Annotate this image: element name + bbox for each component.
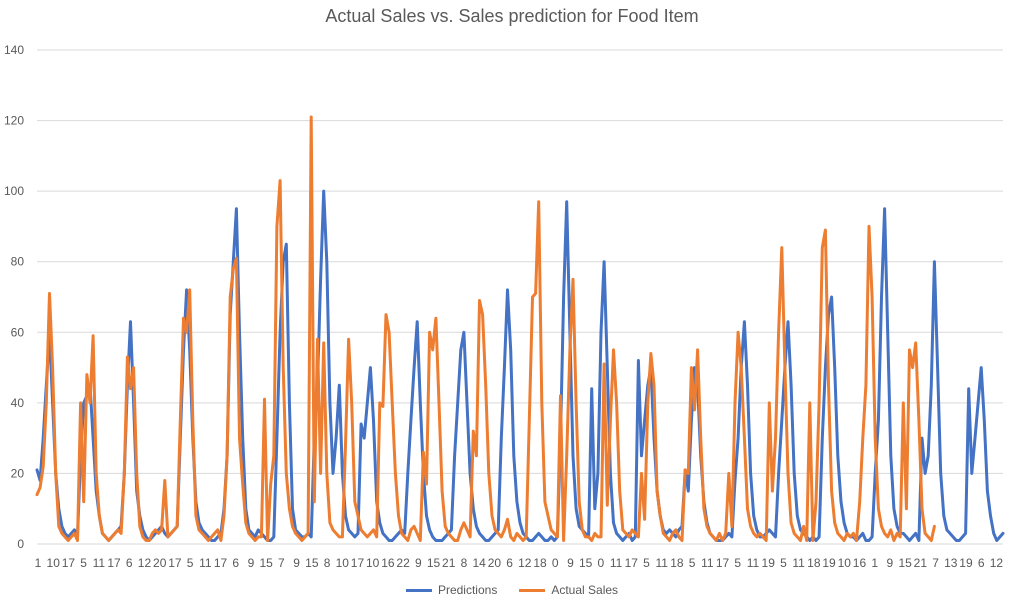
series-line-predictions <box>35 189 1005 542</box>
x-tick-label: 7 <box>278 556 285 570</box>
series-lines <box>35 115 1005 542</box>
legend-item-predictions: Predictions <box>405 583 498 597</box>
x-tick-label: 11 <box>655 556 668 570</box>
x-tick-label: 5 <box>187 556 194 570</box>
x-tick-label: 9 <box>415 556 422 570</box>
x-tick-label: 7 <box>932 556 939 570</box>
x-tick-label: 0 <box>552 556 559 570</box>
x-tick-label: 6 <box>232 556 239 570</box>
x-tick-label: 21 <box>914 556 928 570</box>
x-tick-label: 10 <box>838 556 852 570</box>
x-tick-label: 6 <box>506 556 513 570</box>
y-tick-label-0: 0 <box>17 537 24 551</box>
x-tick-label: 12 <box>990 556 1004 570</box>
x-tick-label: 19 <box>822 556 836 570</box>
y-tick-label-140: 140 <box>4 43 24 57</box>
x-tick-label: 17 <box>62 556 76 570</box>
x-tick-label: 5 <box>80 556 87 570</box>
x-tick-label: 6 <box>978 556 985 570</box>
legend-item-actual-sales: Actual Sales <box>519 583 618 597</box>
x-tick-label: 11 <box>792 556 805 570</box>
x-tick-label: 5 <box>734 556 741 570</box>
x-tick-label: 17 <box>168 556 182 570</box>
x-tick-label: 10 <box>336 556 350 570</box>
x-tick-label: 18 <box>670 556 684 570</box>
x-tick-label: 5 <box>643 556 650 570</box>
x-tick-label: 0 <box>598 556 605 570</box>
x-tick-label: 15 <box>427 556 441 570</box>
x-tick-label: 14 <box>472 556 486 570</box>
x-tick-label: 11 <box>747 556 760 570</box>
legend-swatch-predictions <box>405 588 432 592</box>
y-tick-label-80: 80 <box>11 255 25 269</box>
x-tick-label: 21 <box>442 556 456 570</box>
x-tick-label: 9 <box>567 556 574 570</box>
x-tick-label: 17 <box>107 556 121 570</box>
x-tick-label: 11 <box>93 556 106 570</box>
x-tick-label: 11 <box>610 556 623 570</box>
x-tick-label: 6 <box>126 556 133 570</box>
x-tick-label: 1 <box>871 556 878 570</box>
x-tick-label: 11 <box>701 556 714 570</box>
x-tick-label: 10 <box>366 556 380 570</box>
x-tick-label: 22 <box>396 556 410 570</box>
x-tick-label: 17 <box>351 556 365 570</box>
x-tick-label: 5 <box>780 556 787 570</box>
x-tick-label: 20 <box>488 556 502 570</box>
x-tick-label: 8 <box>324 556 331 570</box>
chart-title: Actual Sales vs. Sales prediction for Fo… <box>325 6 699 26</box>
x-tick-label: 17 <box>716 556 730 570</box>
x-tick-label: 20 <box>153 556 167 570</box>
y-tick-label-120: 120 <box>4 114 24 128</box>
x-tick-label: 9 <box>248 556 255 570</box>
gridlines <box>37 49 1003 545</box>
y-tick-label-60: 60 <box>11 325 25 339</box>
legend-label-actual-sales: Actual Sales <box>551 583 619 597</box>
x-tick-label: 9 <box>887 556 894 570</box>
x-tick-label: 9 <box>293 556 300 570</box>
x-tick-label: 15 <box>579 556 593 570</box>
x-tick-label: 11 <box>199 556 212 570</box>
x-tick-label: 17 <box>625 556 639 570</box>
x-axis-tick-labels: 1 10 17 5 11 17 6 12 20 17 5 11 17 6 9 15 7 9 15 8 10 17 10 16 2… <box>35 556 1004 570</box>
y-tick-label-40: 40 <box>11 396 25 410</box>
x-tick-label: 5 <box>689 556 696 570</box>
x-tick-label: 15 <box>305 556 319 570</box>
x-tick-label: 16 <box>381 556 395 570</box>
x-tick-label: 8 <box>461 556 468 570</box>
y-axis-tick-labels: 0 20 40 60 80 100 120 140 <box>4 43 24 551</box>
x-tick-label: 16 <box>853 556 867 570</box>
legend: Predictions Actual Sales <box>0 583 1024 597</box>
y-tick-label-100: 100 <box>4 184 24 198</box>
legend-label-predictions: Predictions <box>437 583 498 597</box>
x-tick-label: 12 <box>138 556 152 570</box>
x-tick-label: 19 <box>959 556 973 570</box>
legend-swatch-actual-sales <box>519 588 546 592</box>
y-tick-label-20: 20 <box>11 466 25 480</box>
x-tick-label: 1 <box>35 556 42 570</box>
x-tick-label: 15 <box>898 556 912 570</box>
series-line-actual-sales <box>35 115 936 542</box>
x-tick-label: 17 <box>214 556 228 570</box>
x-tick-label: 15 <box>260 556 274 570</box>
x-tick-label: 12 <box>518 556 532 570</box>
x-tick-label: 18 <box>533 556 547 570</box>
x-tick-label: 18 <box>807 556 821 570</box>
x-tick-label: 10 <box>47 556 61 570</box>
x-tick-label: 19 <box>762 556 776 570</box>
x-tick-label: 13 <box>944 556 958 570</box>
